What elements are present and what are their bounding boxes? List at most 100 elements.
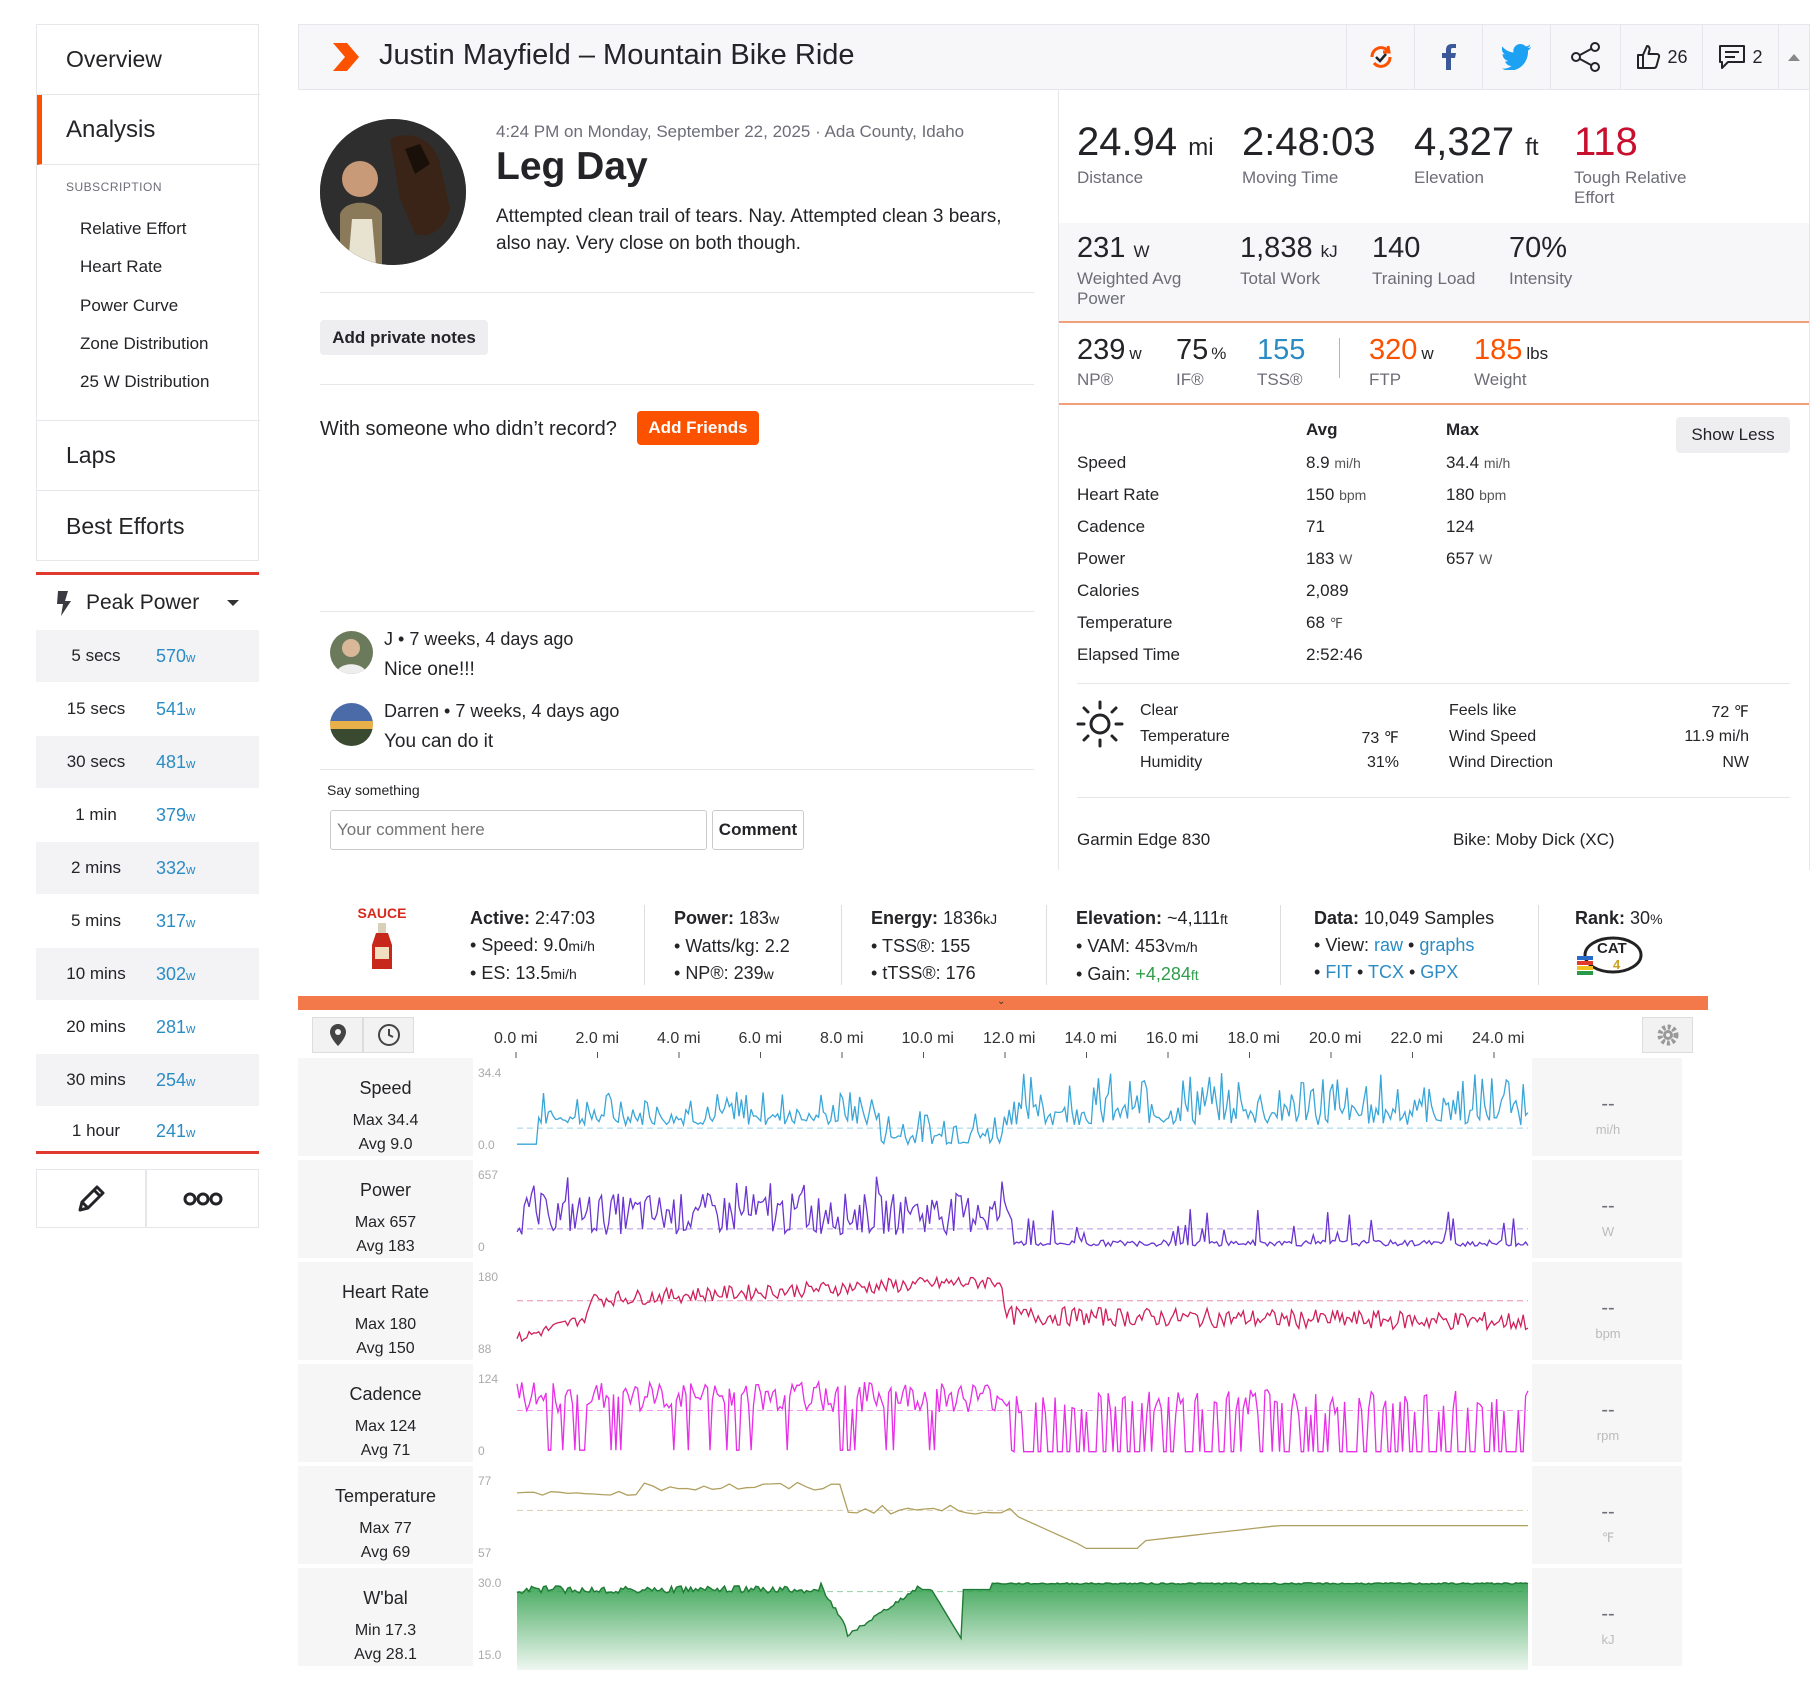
nav-power-curve[interactable]: Power Curve <box>80 296 179 315</box>
sauce-divider-bar[interactable]: ⌄ <box>298 996 1708 1010</box>
peak-row[interactable]: 5 mins 317w <box>36 895 259 947</box>
y-max-label: 34.4 <box>478 1066 502 1080</box>
edit-button[interactable] <box>36 1169 146 1228</box>
table-avg: 8.9 mi/h <box>1306 453 1361 472</box>
nav-overview[interactable]: Overview <box>37 25 260 95</box>
sauce-bottle-icon <box>372 923 392 969</box>
more-dots-icon <box>183 1192 222 1205</box>
peak-value: 302w <box>156 963 196 984</box>
peak-row[interactable]: 1 hour 241w <box>36 1105 259 1157</box>
series-stat: Max 34.4 <box>352 1112 419 1129</box>
sauce-brand: SAUCE <box>345 905 419 978</box>
tcx-link[interactable]: TCX <box>1367 962 1404 982</box>
x-axis-label: 18.0 mi <box>1227 1030 1280 1047</box>
graphs-link[interactable]: graphs <box>1419 935 1475 955</box>
bike-name[interactable]: Bike: Moby Dick (XC) <box>1453 830 1615 849</box>
peak-value: 317w <box>156 910 196 931</box>
nav-laps[interactable]: Laps <box>37 421 260 491</box>
weighted-avg-power-value: 231 W <box>1077 232 1150 264</box>
peak-row[interactable]: 30 secs 481w <box>36 736 259 788</box>
share-button[interactable] <box>1550 25 1620 89</box>
nav-zone-distribution[interactable]: Zone Distribution <box>80 334 209 353</box>
raw-link[interactable]: raw <box>1374 935 1404 955</box>
collapse-button[interactable] <box>1778 25 1809 89</box>
time-toggle-button[interactable] <box>363 1017 414 1053</box>
peak-row[interactable]: 15 secs 541w <box>36 683 259 735</box>
row-readout-bg <box>1532 1262 1682 1360</box>
y-min-label: 57 <box>478 1546 492 1560</box>
series-stat: Max 180 <box>354 1316 417 1333</box>
page-title: Justin Mayfield – Mountain Bike Ride <box>379 39 855 71</box>
location-button[interactable] <box>312 1017 363 1053</box>
elevation-label: Elevation <box>1414 168 1484 187</box>
weighted-avg-power-label: Weighted Avg Power <box>1077 269 1182 308</box>
series-line <box>516 1379 1529 1453</box>
lightning-icon <box>57 590 71 616</box>
graph-row-label: Power Max 657 Avg 183 <box>298 1180 473 1259</box>
series-stat: Avg 28.1 <box>354 1646 417 1663</box>
x-axis-label: 20.0 mi <box>1309 1030 1362 1047</box>
peak-duration: 30 secs <box>66 752 126 771</box>
peak-row[interactable]: 20 mins 281w <box>36 1001 259 1053</box>
series-stat: Avg 71 <box>360 1442 411 1459</box>
table-avg: 2,089 <box>1306 581 1349 600</box>
series-name: Temperature <box>334 1486 437 1506</box>
kudos-button[interactable]: 26 <box>1620 25 1702 89</box>
series-stat: Max 124 <box>354 1418 417 1435</box>
row-label-bg <box>298 1058 473 1156</box>
row-label-bg <box>298 1466 473 1564</box>
table-row-label: Cadence <box>1077 517 1146 536</box>
peak-value: 254w <box>156 1069 196 1090</box>
nav-relative-effort[interactable]: Relative Effort <box>80 219 187 238</box>
moving-time-value: 2:48:03 <box>1242 120 1376 164</box>
intensity-label: Intensity <box>1509 269 1573 288</box>
sport-type-icon <box>333 43 359 71</box>
twitter-share-button[interactable] <box>1482 25 1550 89</box>
distance-label: Distance <box>1077 168 1144 187</box>
comment-icon <box>1719 45 1746 69</box>
peak-row[interactable]: 30 mins 254w <box>36 1054 259 1106</box>
athlete-avatar[interactable] <box>320 119 466 265</box>
peak-row[interactable]: 5 secs 570w <box>36 630 259 682</box>
peak-row[interactable]: 10 mins 302w <box>36 948 259 1000</box>
peak-row[interactable]: 1 min 379w <box>36 789 259 841</box>
relative-effort-value: 118 <box>1574 120 1638 164</box>
tss-value: 155 <box>1257 334 1306 366</box>
comment-header: J • 7 weeks, 4 days ago <box>384 629 574 649</box>
more-options-button[interactable] <box>146 1169 259 1228</box>
peak-duration: 5 secs <box>71 646 121 665</box>
wind-speed-value: 11.9 mi/h <box>1684 728 1749 745</box>
add-friends-button[interactable]: Add Friends <box>637 411 759 445</box>
x-axis-label: 4.0 mi <box>657 1030 701 1047</box>
show-less-button[interactable]: Show Less <box>1676 417 1790 453</box>
table-avg: 71 <box>1306 517 1325 536</box>
peak-row[interactable]: 2 mins 332w <box>36 842 259 894</box>
wind-direction-label: Wind Direction <box>1449 754 1554 771</box>
facebook-share-button[interactable] <box>1414 25 1482 89</box>
caret-down-icon <box>227 599 239 606</box>
comment-input[interactable] <box>330 810 707 850</box>
np-label: NP® <box>1077 370 1114 389</box>
peak-power-selector[interactable]: Peak Power <box>36 575 259 630</box>
sync-button[interactable] <box>1346 25 1414 89</box>
series-stat: Max 77 <box>359 1520 412 1537</box>
comments-button[interactable]: 2 <box>1702 25 1778 89</box>
peak-duration: 15 secs <box>66 699 126 718</box>
comment-button[interactable]: Comment <box>712 810 804 850</box>
nav-best-efforts[interactable]: Best Efforts <box>66 512 185 539</box>
peak-value: 241w <box>156 1120 196 1141</box>
commenter-avatar[interactable] <box>330 703 373 746</box>
nav-25w-distribution[interactable]: 25 W Distribution <box>80 372 210 391</box>
nav-heart-rate[interactable]: Heart Rate <box>80 257 163 276</box>
caret-up-icon <box>1788 53 1800 61</box>
graph-settings-button[interactable] <box>1642 1017 1693 1053</box>
add-private-notes-button[interactable]: Add private notes <box>320 320 488 355</box>
x-axis-label: 0.0 mi <box>494 1030 538 1047</box>
table-avg: 150 bpm <box>1306 485 1367 504</box>
nav-analysis[interactable]: Analysis <box>37 95 260 165</box>
fit-link[interactable]: FIT <box>1325 962 1352 982</box>
commenter-avatar[interactable] <box>330 631 373 674</box>
x-axis-label: 24.0 mi <box>1472 1030 1525 1047</box>
gpx-link[interactable]: GPX <box>1420 962 1459 982</box>
friends-prompt: With someone who didn’t record? <box>320 418 617 440</box>
